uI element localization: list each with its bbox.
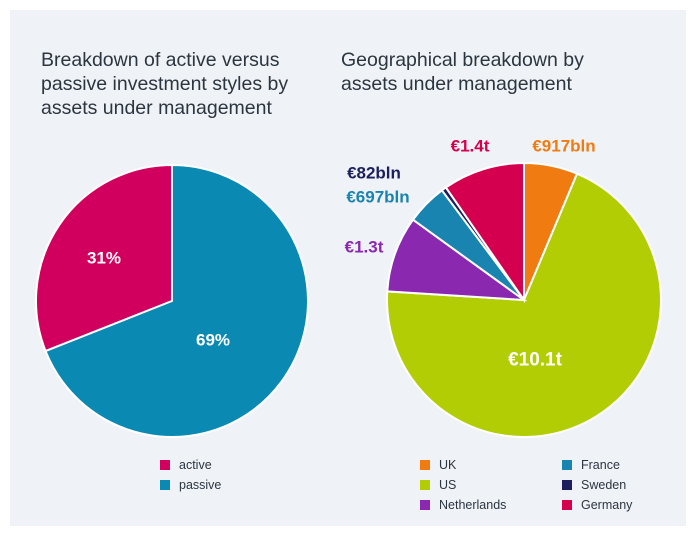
- pie-slice-germany: [444, 161, 525, 304]
- legend-swatch-active: [160, 460, 170, 470]
- data-label-uk: €917bln: [532, 137, 595, 156]
- legend-label-netherlands: Netherlands: [439, 498, 507, 512]
- pie-slice-active: [35, 163, 173, 353]
- legend-item-passive: passive: [160, 477, 221, 493]
- legend-item-france: France: [562, 457, 620, 473]
- chart-title-geographical: Geographical breakdown by assets under m…: [341, 49, 584, 95]
- legend-swatch-uk: [420, 460, 430, 470]
- legend-item-uk: UK: [420, 457, 456, 473]
- legend-swatch-passive: [160, 480, 170, 490]
- data-label-active: 31%: [87, 249, 121, 268]
- legend-swatch-germany: [562, 500, 572, 510]
- data-label-netherlands: €1.3t: [345, 238, 384, 257]
- data-label-germany: €1.4t: [451, 137, 490, 156]
- data-label-sweden: €82bln: [347, 164, 401, 183]
- legend-label-active: active: [179, 458, 212, 472]
- legend-item-us: US: [420, 477, 456, 493]
- legend-label-us: US: [439, 478, 457, 492]
- data-label-france: €697bln: [346, 188, 409, 207]
- legend-swatch-us: [420, 480, 430, 490]
- data-label-passive: 69%: [196, 331, 230, 350]
- legend-item-netherlands: Netherlands: [420, 497, 506, 513]
- legend-label-france: France: [581, 458, 620, 472]
- legend-label-uk: UK: [439, 458, 457, 472]
- legend-swatch-sweden: [562, 480, 572, 490]
- pie-slice-passive: [44, 163, 309, 438]
- legend-swatch-netherlands: [420, 500, 430, 510]
- chart-title-investment-styles: Breakdown of active versus passive inves…: [41, 49, 289, 119]
- legend-item-sweden: Sweden: [562, 477, 626, 493]
- legend-label-germany: Germany: [581, 498, 633, 512]
- legend-item-active: active: [160, 457, 212, 473]
- legend-label-sweden: Sweden: [581, 478, 627, 492]
- legend-label-passive: passive: [179, 478, 222, 492]
- legend-item-germany: Germany: [562, 497, 632, 513]
- pie-slice-us: [386, 172, 662, 438]
- legend-swatch-france: [562, 460, 572, 470]
- data-label-us: €10.1t: [508, 350, 563, 371]
